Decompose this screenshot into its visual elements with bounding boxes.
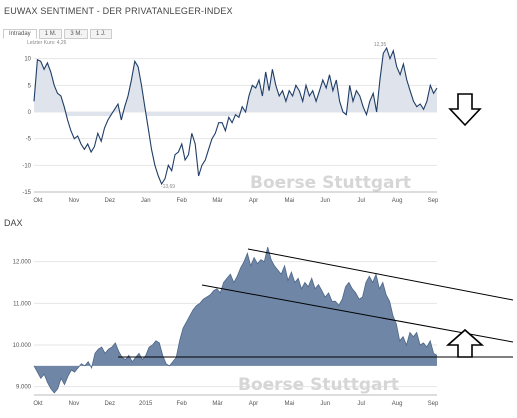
x-tick-label: Jun [320, 401, 330, 407]
down-arrow-icon [448, 93, 482, 127]
tab-intraday[interactable]: Intraday [3, 29, 37, 39]
x-tick-label: Apr [249, 198, 258, 204]
x-tick-label: Apr [249, 401, 258, 407]
y-tick-label: 10 [24, 57, 31, 63]
x-tick-label: Sep [428, 401, 439, 407]
x-tick-label: Sep [428, 198, 439, 204]
y-tick-label: -5 [26, 137, 32, 143]
y-tick-label: 0 [28, 110, 32, 116]
y-tick-label: 10.000 [13, 343, 32, 349]
min-label: -13,69 [161, 184, 175, 190]
tab-1-m[interactable]: 1 M. [38, 29, 63, 39]
chart-title: EUWAX SENTIMENT - DER PRIVATANLEGER-INDE… [4, 6, 233, 16]
x-tick-label: Jun [320, 198, 330, 204]
x-tick-label: Okt [33, 401, 43, 407]
x-tick-label: Nov [69, 401, 80, 407]
x-tick-label: Mär [212, 401, 222, 407]
dax-chart-title: DAX [4, 218, 23, 228]
x-tick-label: Feb [176, 198, 187, 204]
x-tick-label: Mai [285, 401, 295, 407]
max-label: 12,35 [374, 42, 387, 48]
x-tick-label: Nov [69, 198, 80, 204]
series-area [34, 247, 437, 393]
y-tick-label: -10 [22, 163, 31, 169]
x-tick-label: 2015 [139, 401, 153, 407]
x-tick-label: Mär [212, 198, 222, 204]
x-tick-label: Aug [392, 198, 403, 204]
x-tick-label: Jul [357, 198, 365, 204]
series-area [34, 48, 437, 116]
x-tick-label: Jul [357, 401, 365, 407]
x-tick-label: Aug [392, 401, 403, 407]
x-tick-label: Mai [285, 198, 295, 204]
x-tick-label: Dez [104, 198, 115, 204]
y-tick-label: 11.000 [13, 301, 32, 307]
up-arrow-icon [445, 328, 485, 358]
series-line [33, 46, 438, 186]
watermark: Boerse Stuttgart [250, 173, 411, 193]
period-tabs: Intraday 1 M. 3 M. 1 J. [3, 29, 112, 39]
tab-3-m[interactable]: 3 M. [64, 29, 89, 39]
y-tick-label: 9.000 [16, 385, 32, 391]
y-tick-label: 5 [28, 83, 32, 89]
trend-line-upper [247, 248, 514, 301]
x-tick-label: Jan [141, 198, 151, 204]
series-line [33, 246, 438, 394]
y-tick-label: 12.000 [13, 260, 32, 266]
x-tick-label: Okt [33, 198, 43, 204]
watermark: Boerse Stuttgart [238, 375, 399, 395]
x-tick-label: Feb [176, 401, 187, 407]
y-tick-label: -15 [22, 190, 31, 196]
x-tick-label: Dez [104, 401, 115, 407]
tab-1-j[interactable]: 1 J. [90, 29, 112, 39]
last-price-label: Letzter Kurs: 4,26 [27, 40, 67, 46]
